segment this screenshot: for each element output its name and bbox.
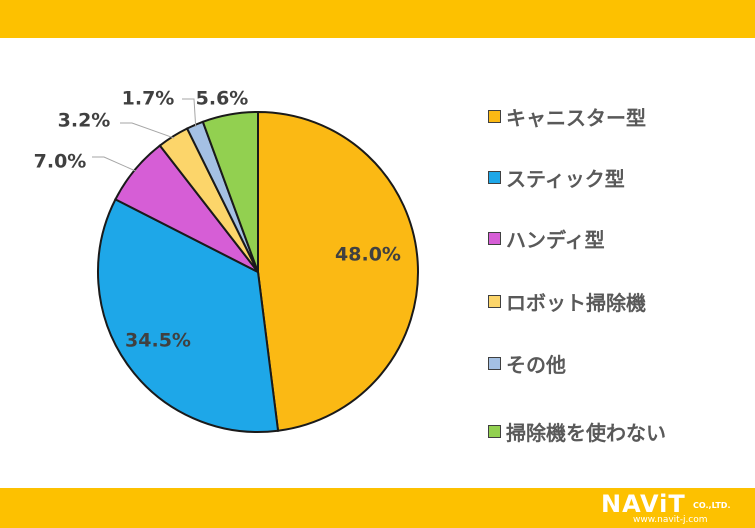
legend-label: キャニスター型 — [506, 105, 646, 130]
data-label-6: 5.6% — [196, 88, 249, 110]
legend-swatch — [488, 231, 501, 245]
logo-url: www.navit-j.com — [633, 515, 708, 525]
leader-line-5 — [182, 98, 197, 127]
legend-item-4: ロボット掃除機 — [488, 289, 646, 315]
pie-slice-6 — [201, 110, 259, 273]
legend-item-2: スティック型 — [488, 165, 625, 191]
leader-lines — [92, 98, 197, 172]
bottom-banner — [0, 488, 755, 528]
legend-item-6: 掃除機を使わない — [488, 419, 666, 445]
legend-item-1: キャニスター型 — [488, 104, 646, 130]
data-label-5: 1.7% — [122, 88, 175, 110]
pie-slices — [97, 110, 419, 433]
logo-suffix: CO.,LTD. — [693, 501, 731, 510]
legend-label: ロボット掃除機 — [506, 290, 646, 315]
legend-swatch — [488, 424, 501, 438]
legend-label: その他 — [506, 352, 566, 377]
data-label-4: 3.2% — [58, 110, 111, 132]
legend-label: ハンディ型 — [506, 227, 605, 252]
legend-swatch — [488, 170, 501, 184]
data-label-1: 48.0% — [335, 244, 401, 266]
legend-item-5: その他 — [488, 351, 566, 377]
data-labels: 48.0% 34.5% 7.0% 3.2% 1.7% 5.6% — [34, 88, 401, 352]
data-label-2: 34.5% — [125, 330, 191, 352]
leader-line-3 — [92, 156, 137, 172]
pie-slice-2 — [97, 198, 280, 433]
legend-label: スティック型 — [506, 166, 625, 191]
navit-logo: NAViT CO.,LTD. www.navit-j.com — [597, 490, 747, 526]
legend-label: 掃除機を使わない — [506, 420, 666, 445]
legend-swatch — [488, 356, 501, 370]
data-label-3: 7.0% — [34, 151, 87, 173]
legend-swatch — [488, 109, 501, 123]
pie-chart: 48.0% 34.5% 7.0% 3.2% 1.7% 5.6% — [34, 88, 419, 433]
legend-item-3: ハンディ型 — [488, 226, 605, 252]
logo-name: NAViT — [601, 490, 686, 518]
leader-line-4 — [120, 122, 175, 139]
pie-slice-1 — [257, 110, 419, 432]
legend-swatch — [488, 294, 501, 308]
top-banner — [0, 0, 755, 38]
